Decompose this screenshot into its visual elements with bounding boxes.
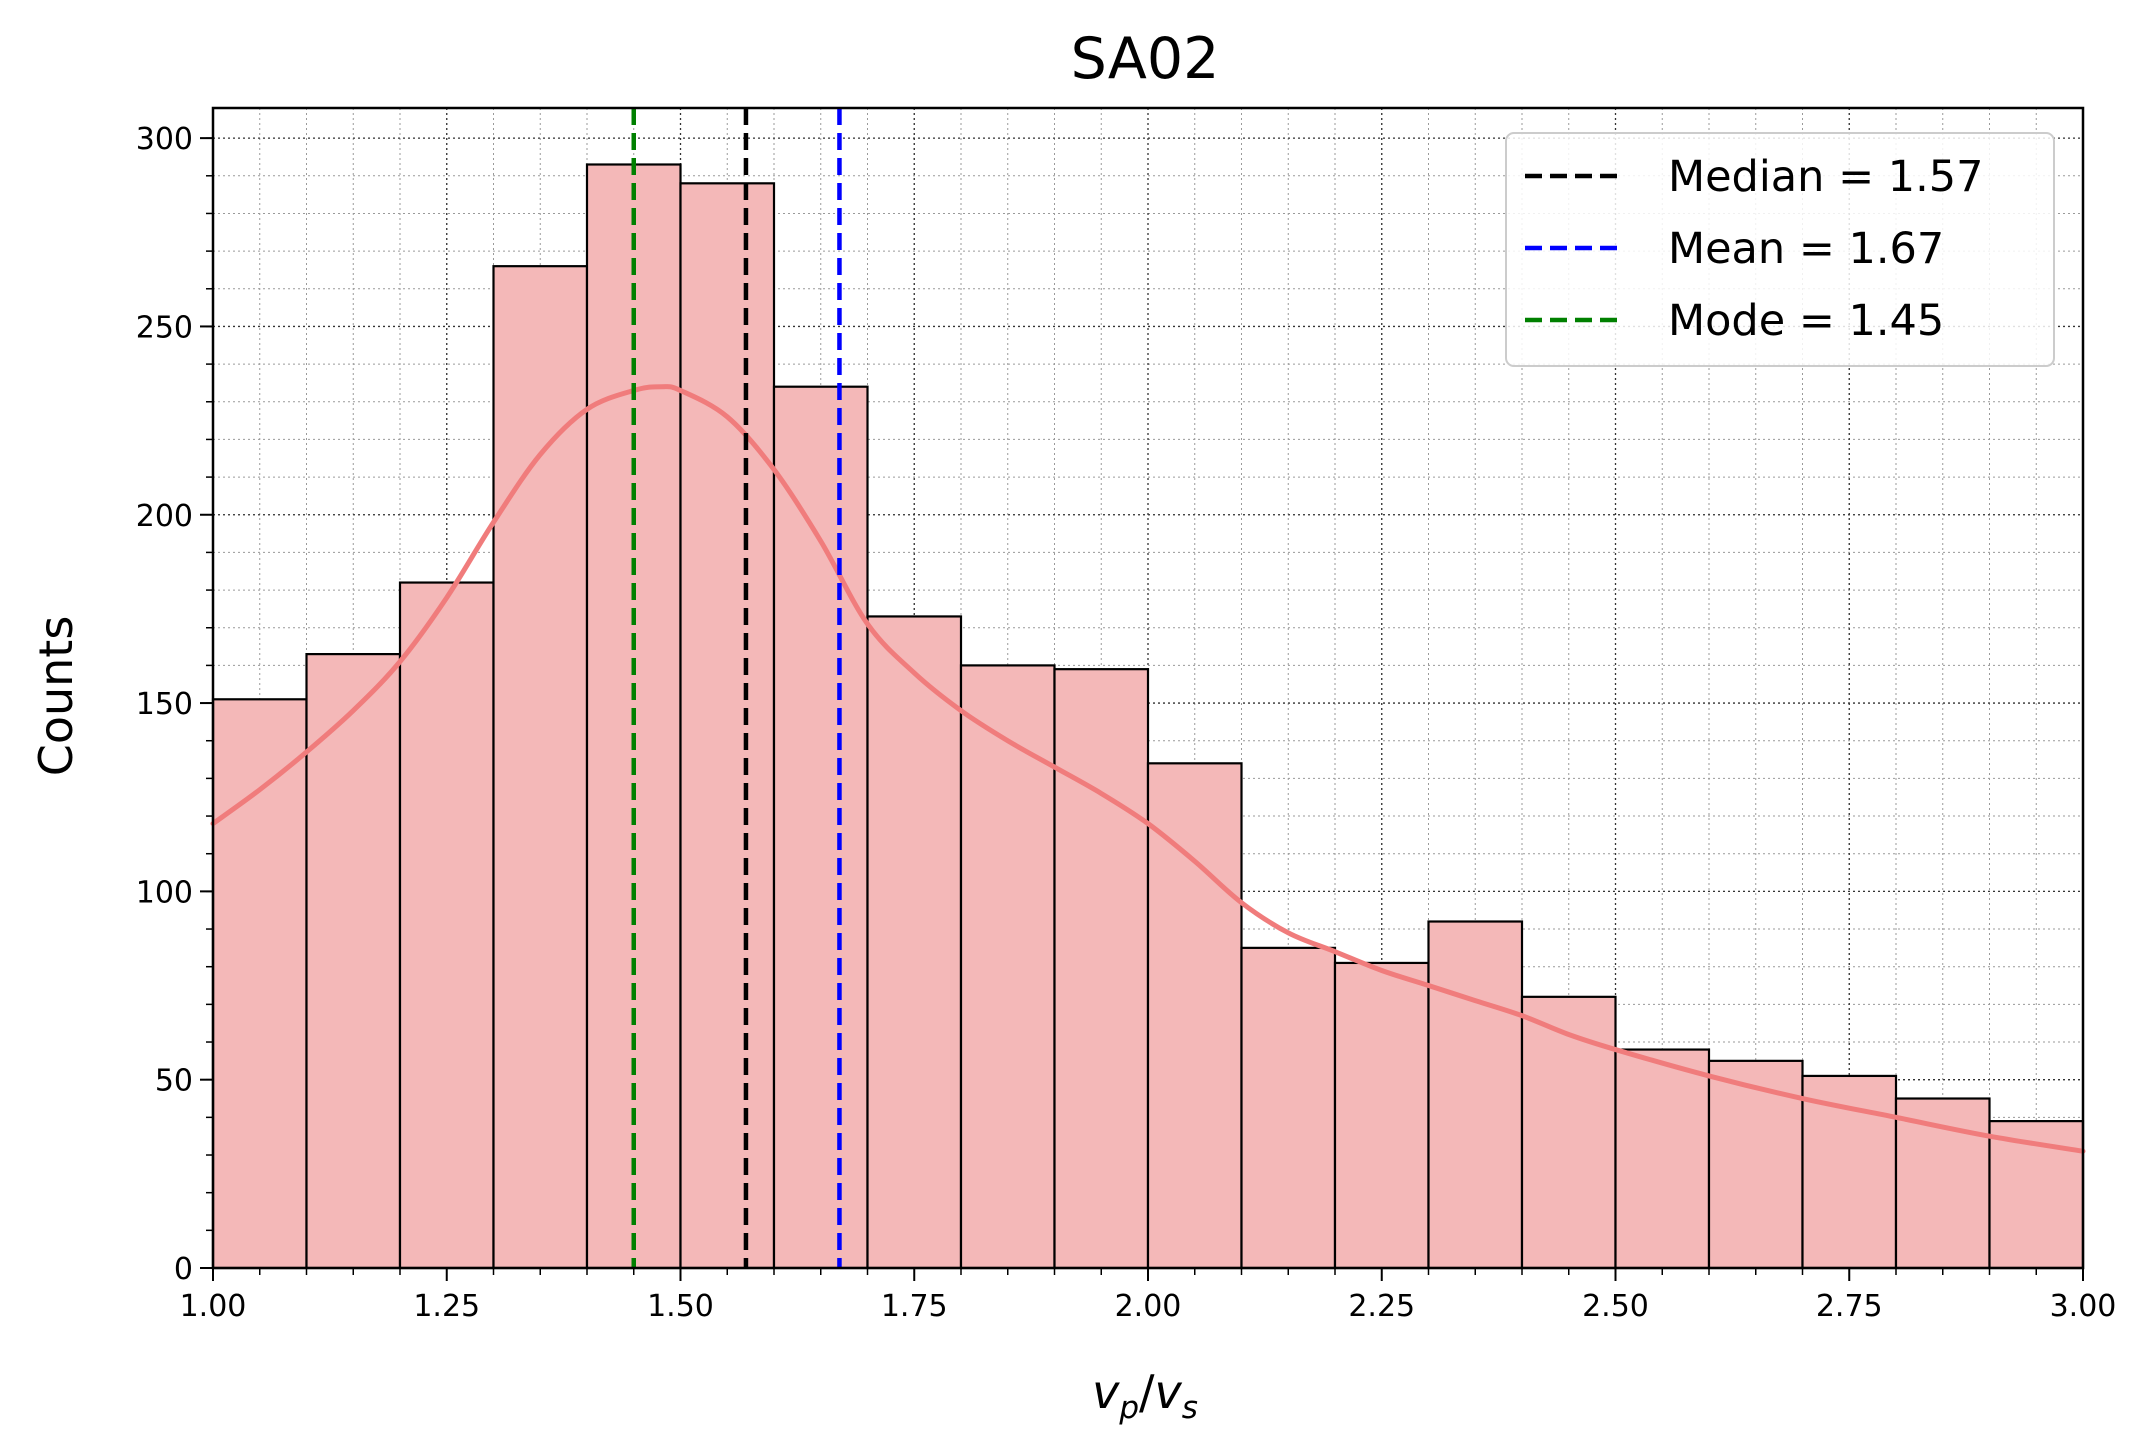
histogram-bar xyxy=(772,385,869,1270)
histogram-bar xyxy=(1520,995,1617,1270)
x-tick-label: 1.00 xyxy=(180,1289,247,1324)
histogram-bar xyxy=(1707,1059,1804,1270)
legend-mode-label: Mode = 1.45 xyxy=(1668,296,1944,346)
histogram-bar xyxy=(1146,762,1243,1270)
x-axis-label: vp/vs xyxy=(1092,1365,1198,1426)
histogram-bar xyxy=(1240,946,1337,1270)
x-tick-label: 2.25 xyxy=(1348,1289,1415,1324)
x-tick-label: 2.50 xyxy=(1582,1289,1649,1324)
x-tick-label: 1.25 xyxy=(413,1289,480,1324)
y-tick-label: 150 xyxy=(136,687,193,722)
legend-median-label: Median = 1.57 xyxy=(1668,152,1984,202)
x-tick-label: 1.75 xyxy=(881,1289,948,1324)
histogram-bar xyxy=(1053,668,1150,1270)
y-tick-label: 300 xyxy=(136,122,193,157)
histogram-bar xyxy=(1614,1048,1711,1270)
y-tick-label: 250 xyxy=(136,310,193,345)
x-label-v1: v xyxy=(1092,1365,1120,1419)
histogram-bar xyxy=(211,698,308,1270)
x-tick-labels: 1.00 1.25 1.50 1.75 2.00 2.25 2.50 2.75 3.00 xyxy=(180,1289,2117,1324)
y-axis-label: Counts xyxy=(29,616,83,777)
x-tick-label: 3.00 xyxy=(2050,1289,2117,1324)
x-tick-label: 2.00 xyxy=(1115,1289,1182,1324)
x-label-slash: / xyxy=(1139,1365,1155,1419)
reference-lines xyxy=(631,108,842,1268)
x-label-v2: v xyxy=(1155,1365,1183,1419)
legend: Median = 1.57 Mean = 1.67 Mode = 1.45 xyxy=(1505,132,2055,367)
histogram-bar xyxy=(1333,961,1430,1270)
x-tick-label: 2.75 xyxy=(1816,1289,1883,1324)
y-tick-label: 0 xyxy=(174,1252,193,1287)
histogram-bar xyxy=(398,581,495,1270)
x-label-sub-s: s xyxy=(1182,1390,1198,1426)
histogram-bar xyxy=(679,182,776,1270)
y-tick-label: 200 xyxy=(136,499,193,534)
x-label-sub-p: p xyxy=(1118,1390,1139,1426)
histogram-bar xyxy=(1801,1074,1898,1270)
histogram-bar xyxy=(1427,920,1524,1270)
histogram-bar xyxy=(492,265,589,1270)
x-tick-label: 1.50 xyxy=(647,1289,714,1324)
chart-title: SA02 xyxy=(1071,26,1220,92)
legend-mean-label: Mean = 1.67 xyxy=(1668,224,1944,274)
y-tick-label: 50 xyxy=(155,1064,193,1099)
legend-box xyxy=(1505,132,2055,367)
y-tick-label: 100 xyxy=(136,875,193,910)
y-tick-labels: 0 50 100 150 200 250 300 xyxy=(136,122,193,1287)
histogram-bar xyxy=(1894,1097,1991,1270)
histogram-bar xyxy=(866,615,963,1270)
histogram-bar xyxy=(959,664,1056,1270)
kde-curve xyxy=(210,384,2086,1154)
axis-ticks xyxy=(200,137,2084,1281)
histogram-bar xyxy=(305,653,402,1270)
